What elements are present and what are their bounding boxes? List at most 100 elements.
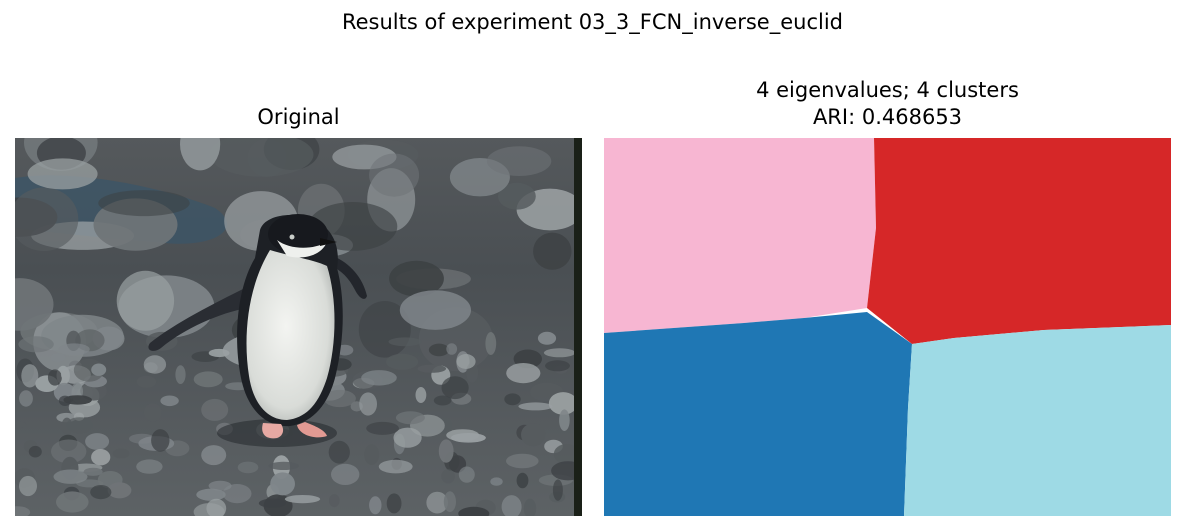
pebble bbox=[47, 369, 62, 386]
rock bbox=[27, 158, 98, 190]
pebble bbox=[446, 343, 458, 355]
pebble bbox=[15, 506, 31, 516]
cluster-region-bottom-right bbox=[904, 325, 1171, 516]
cluster-map bbox=[604, 138, 1171, 516]
pebble bbox=[386, 493, 402, 514]
pebble bbox=[85, 433, 110, 450]
penguin-left-flipper bbox=[148, 288, 247, 351]
original-image-canvas bbox=[15, 138, 582, 516]
pebble bbox=[395, 411, 425, 425]
pebble bbox=[415, 387, 427, 403]
rock bbox=[399, 290, 471, 330]
pebble bbox=[268, 461, 299, 470]
pebble bbox=[504, 393, 521, 406]
pebble bbox=[441, 469, 455, 484]
pebble bbox=[160, 395, 179, 407]
pebble bbox=[428, 343, 450, 357]
pebble bbox=[237, 461, 259, 474]
pebble bbox=[393, 427, 422, 448]
pebble bbox=[329, 494, 340, 508]
cluster-region-top-right bbox=[867, 138, 1171, 344]
figure-suptitle: Results of experiment 03_3_FCN_inverse_e… bbox=[341, 10, 843, 34]
pebble bbox=[378, 459, 413, 474]
pebble bbox=[359, 392, 377, 416]
pebble bbox=[506, 363, 541, 384]
rock bbox=[369, 153, 420, 197]
rock bbox=[180, 138, 221, 171]
pebble bbox=[258, 498, 286, 508]
rock bbox=[486, 146, 552, 176]
pebble bbox=[208, 348, 230, 358]
pebble bbox=[361, 370, 397, 386]
pebble bbox=[19, 475, 37, 497]
pebble bbox=[58, 343, 90, 356]
pebble bbox=[518, 402, 553, 411]
pebble bbox=[136, 375, 157, 388]
pebble bbox=[112, 448, 130, 459]
pebble bbox=[107, 482, 132, 499]
pebble bbox=[543, 348, 576, 358]
rock bbox=[15, 278, 54, 331]
pebble bbox=[284, 495, 321, 504]
cluster-region-top-left bbox=[604, 138, 876, 333]
pebble bbox=[21, 364, 39, 388]
pebble bbox=[446, 429, 480, 442]
pebble bbox=[28, 445, 42, 458]
pebble bbox=[559, 409, 570, 432]
pebble bbox=[516, 472, 529, 489]
cluster-map-title-line2: ARI: 0.468653 bbox=[812, 105, 963, 129]
pebble bbox=[175, 365, 186, 384]
pebble bbox=[438, 439, 454, 463]
pebble bbox=[143, 355, 167, 374]
pebble bbox=[91, 449, 111, 466]
rock bbox=[209, 138, 314, 177]
pebble bbox=[523, 498, 537, 516]
pebble bbox=[53, 469, 88, 484]
pebble bbox=[66, 417, 94, 434]
pebble bbox=[15, 420, 27, 429]
pebble bbox=[443, 491, 456, 513]
pebble bbox=[366, 421, 399, 435]
pebble bbox=[270, 472, 295, 496]
rock bbox=[15, 187, 79, 251]
pebble bbox=[331, 463, 360, 485]
rock bbox=[533, 232, 572, 270]
penguin-face bbox=[277, 240, 327, 258]
pebble bbox=[521, 423, 546, 447]
cluster-map-title: 4 eigenvalues; 4 clusters ARI: 0.468653 bbox=[604, 77, 1171, 131]
pebble bbox=[206, 498, 227, 516]
photo-dark-edge bbox=[574, 138, 582, 516]
pebble bbox=[441, 376, 469, 400]
pebble bbox=[537, 331, 557, 345]
penguin-beak bbox=[320, 238, 337, 246]
rock bbox=[498, 182, 536, 210]
pebble bbox=[456, 354, 476, 369]
pebble bbox=[386, 353, 419, 370]
pebble bbox=[501, 495, 522, 516]
pebble bbox=[458, 466, 475, 483]
pebble bbox=[433, 395, 452, 406]
penguin-belly bbox=[246, 250, 335, 420]
pebble bbox=[196, 488, 226, 501]
pebble bbox=[56, 491, 89, 513]
pebble bbox=[51, 439, 87, 464]
cluster-region-bottom-left bbox=[604, 312, 912, 516]
rock bbox=[389, 260, 444, 297]
rock bbox=[98, 190, 190, 217]
pebble bbox=[364, 444, 380, 465]
pebble bbox=[548, 392, 578, 415]
penguin-right-foot bbox=[297, 422, 327, 438]
rock bbox=[116, 270, 175, 331]
pebble bbox=[545, 360, 570, 372]
pebble bbox=[388, 337, 422, 347]
pebble bbox=[63, 395, 92, 405]
pebble bbox=[417, 364, 447, 373]
pebble bbox=[328, 440, 350, 464]
pebble bbox=[151, 429, 170, 452]
pebble bbox=[369, 496, 382, 515]
penguin bbox=[148, 214, 367, 447]
original-image-title: Original bbox=[257, 105, 340, 129]
original-image bbox=[15, 138, 582, 516]
pebble bbox=[222, 484, 252, 504]
penguin-left-foot bbox=[262, 423, 284, 439]
